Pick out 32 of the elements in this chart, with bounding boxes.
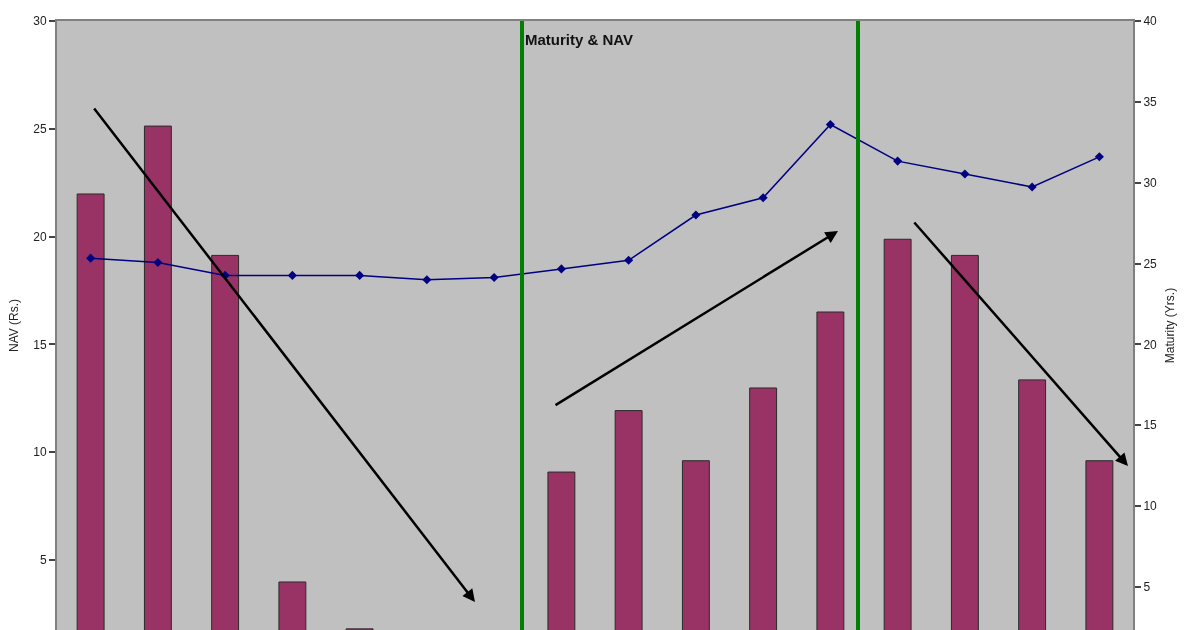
y-tick-label: 25: [33, 121, 47, 136]
y2-tick-label: 15: [1143, 418, 1158, 433]
point: [960, 169, 970, 179]
point: [556, 264, 566, 274]
y-tick-label: 15: [33, 337, 47, 352]
y-axis-title: NAV (Rs.): [7, 298, 22, 353]
y2-tick-label: 35: [1143, 95, 1158, 110]
text: Maturity & NAV: [525, 31, 634, 49]
y2-tick-label: 40: [1143, 14, 1158, 29]
point: [153, 257, 163, 267]
point: [355, 270, 365, 280]
y-tick-label: 30: [33, 14, 47, 29]
point: [422, 275, 432, 285]
point: [287, 270, 297, 280]
point: [624, 255, 634, 265]
y-tick-label: 5: [39, 553, 47, 568]
y2-tick-label: 20: [1143, 337, 1158, 352]
y-tick-label: 20: [33, 229, 47, 244]
point: [86, 253, 96, 263]
y2-tick-label: 10: [1143, 499, 1158, 514]
y2-axis-title: Maturity (Yrs.): [1163, 287, 1178, 364]
y-tick-label: 10: [33, 445, 47, 460]
y2-tick-label: 25: [1143, 256, 1158, 271]
point: [758, 193, 768, 203]
point: [893, 156, 903, 166]
point: [1094, 152, 1104, 162]
y2-tick-label: 30: [1143, 175, 1158, 190]
point: [1027, 182, 1037, 192]
y2-tick-label: 5: [1143, 580, 1151, 595]
point: [825, 119, 835, 130]
point: [489, 272, 499, 283]
point: [691, 210, 701, 220]
